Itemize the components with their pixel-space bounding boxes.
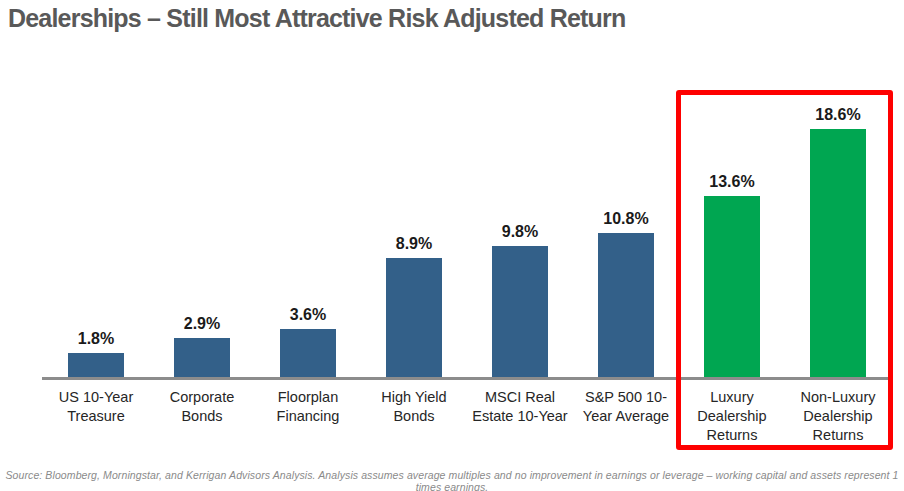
bar-category-label: MSCI Real Estate 10-Year (462, 388, 578, 426)
bar (68, 353, 124, 377)
bar (174, 338, 230, 377)
bar-category-label: Corporate Bonds (144, 388, 260, 426)
bar-category-label: US 10-Year Treasure (38, 388, 154, 426)
bar-value-label: 8.9% (359, 234, 469, 254)
source-note: Source: Bloomberg, Morningstar, and Kerr… (0, 469, 904, 491)
slide: Dealerships – Still Most Attractive Risk… (0, 0, 904, 491)
bar (598, 233, 654, 377)
bar-value-label: 10.8% (571, 209, 681, 229)
bar-category-label: High Yield Bonds (356, 388, 472, 426)
bar-value-label: 3.6% (253, 305, 363, 325)
bar (280, 329, 336, 377)
bar (492, 246, 548, 377)
bar-category-label: Floorplan Financing (250, 388, 366, 426)
bar-value-label: 1.8% (41, 329, 151, 349)
bar (386, 258, 442, 377)
bar-value-label: 2.9% (147, 314, 257, 334)
bar-value-label: 9.8% (465, 222, 575, 242)
bar-chart: 1.8% US 10-Year Treasure 2.9% Corporate Bon… (0, 0, 904, 491)
bar-category-label: S&P 500 10- Year Average (568, 388, 684, 426)
highlight-box (676, 90, 893, 450)
